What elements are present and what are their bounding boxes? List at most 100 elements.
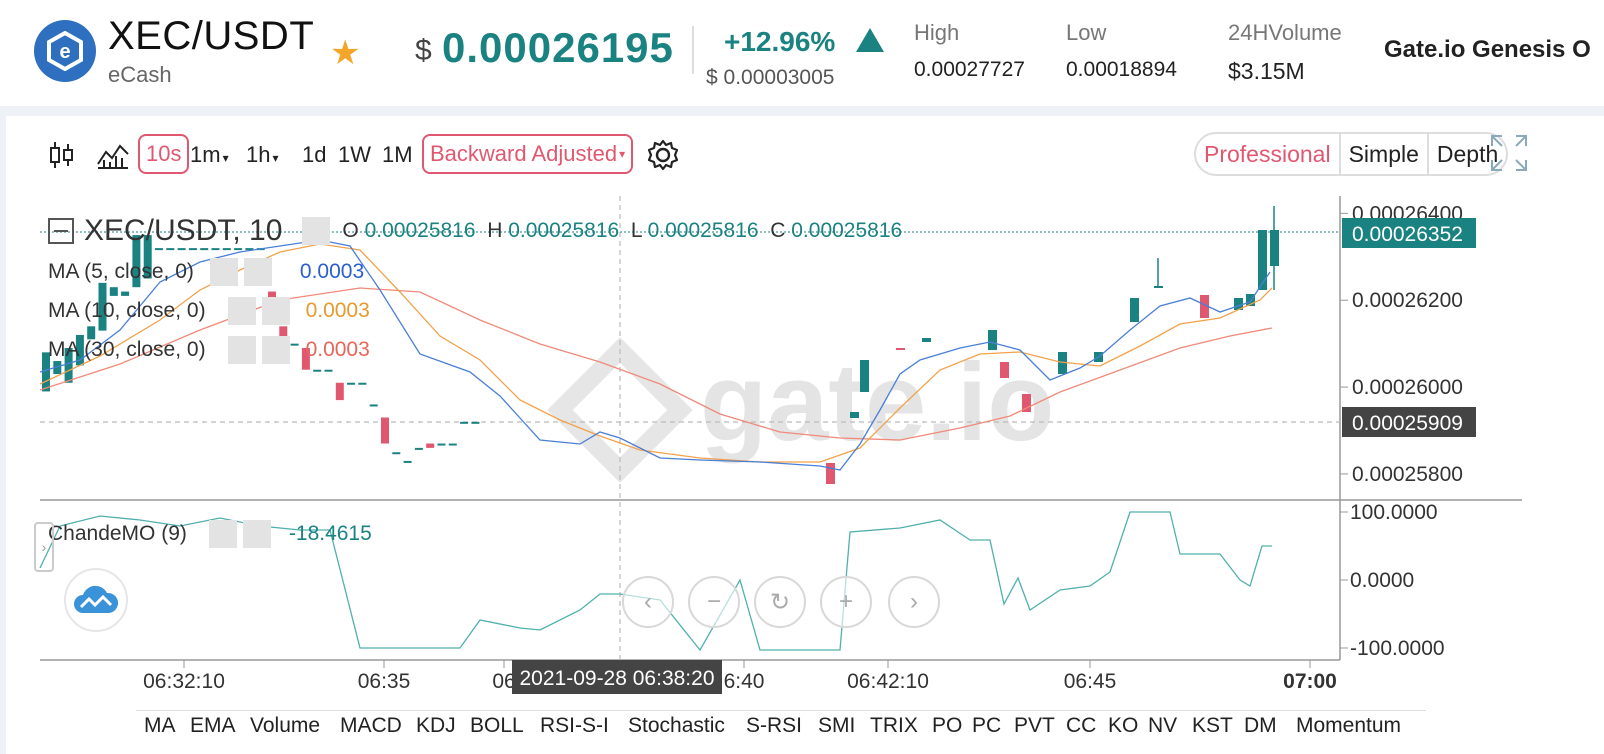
ohlc-h-value: 0.00025816 (508, 219, 620, 242)
ma5-label: MA (5, close, 0) (48, 260, 194, 283)
candle (460, 421, 469, 424)
scroll-left-icon[interactable]: ‹ (622, 576, 674, 628)
zoom-in-icon[interactable]: + (820, 576, 872, 628)
change-percent: +12.96% (724, 26, 836, 57)
candle (64, 348, 73, 383)
ma10-close-icon[interactable] (261, 297, 290, 325)
candle (75, 334, 84, 366)
candle (860, 360, 869, 392)
candle (177, 248, 186, 251)
cmo-tick-label: 100.0000 (1350, 501, 1438, 524)
ohlc-c-value: 0.00025816 (791, 219, 903, 242)
collapse-legend-icon[interactable] (48, 218, 74, 244)
settings-gear-icon[interactable] (646, 138, 680, 176)
indicator-tab-rsi-s-i[interactable]: RSI-S-I (540, 714, 609, 737)
indicator-tab-nv[interactable]: NV (1148, 714, 1178, 737)
indicator-tab-pvt[interactable]: PVT (1014, 714, 1055, 737)
candle (222, 248, 231, 251)
candle (301, 348, 310, 370)
candle (211, 248, 220, 251)
candle (850, 412, 859, 418)
view-professional[interactable]: Professional (1204, 140, 1331, 167)
interval-1m-label: 1m (190, 142, 221, 167)
indicator-tab-kdj[interactable]: KDJ (416, 714, 456, 737)
ma30-settings-icon[interactable] (227, 336, 256, 364)
candle (358, 382, 367, 385)
candle (188, 248, 197, 251)
legend-ma10-row: MA (10, close, 0) 0.0003 (48, 297, 370, 325)
ma30-line (39, 287, 1273, 441)
candle (324, 369, 333, 372)
interval-1d[interactable]: 1d (302, 142, 327, 167)
indicator-tab-trix[interactable]: TRIX (870, 714, 918, 737)
price-tick-label: 0.00026000 (1352, 376, 1463, 399)
indicator-tab-ma[interactable]: MA (144, 714, 176, 737)
indicator-tab-po[interactable]: PO (932, 714, 963, 737)
indicator-tab-boll[interactable]: BOLL (470, 714, 524, 737)
candle (1200, 295, 1209, 318)
indicator-tab-s-rsi[interactable]: S-RSI (746, 714, 803, 737)
indicator-tab-pc[interactable]: PC (972, 714, 1002, 737)
fullscreen-icon[interactable] (1490, 134, 1528, 176)
cmo-close-icon[interactable] (242, 520, 271, 548)
indicator-tab-stochastic[interactable]: Stochastic (628, 714, 725, 737)
ohlc-h-label: H (487, 219, 503, 242)
candle (1234, 298, 1243, 310)
candle (448, 443, 457, 446)
candle (53, 361, 62, 375)
scroll-right-icon[interactable]: › (888, 576, 940, 628)
zoom-out-icon[interactable]: − (688, 576, 740, 628)
favorite-star-icon[interactable]: ★ (330, 34, 361, 72)
indicator-tab-macd[interactable]: MACD (340, 714, 402, 737)
interval-1w[interactable]: 1W (338, 142, 371, 167)
low-label: Low (1066, 20, 1107, 45)
ecash-logo-icon: e (34, 20, 96, 82)
candle (988, 330, 997, 350)
indicator-tab-volume[interactable]: Volume (250, 714, 321, 737)
price-tick-label: 0.00025800 (1352, 463, 1463, 486)
indicator-tab-momentum[interactable]: Momentum (1296, 714, 1402, 737)
candlestick-type-icon[interactable] (48, 140, 76, 174)
candle (896, 348, 905, 350)
coin-name: eCash (108, 62, 172, 87)
indicator-tab-ko[interactable]: KO (1108, 714, 1139, 737)
ticker-bar: e XEC/USDT eCash ★ $ 0.00026195 +12.96% … (0, 0, 1604, 106)
indicator-tab-dm[interactable]: DM (1244, 714, 1277, 737)
candle (1258, 230, 1267, 290)
ma5-settings-icon[interactable] (209, 258, 238, 286)
candle (414, 447, 423, 450)
ma30-close-icon[interactable] (261, 336, 290, 364)
exchange-label[interactable]: Gate.io Genesis O (1384, 36, 1591, 63)
indicator-tab-ema[interactable]: EMA (190, 714, 236, 737)
legend-ohlc: O 0.00025816 H 0.00025816 L 0.00025816 C… (342, 219, 902, 243)
indicator-icon[interactable] (96, 140, 130, 174)
indicator-tab-kst[interactable]: KST (1192, 714, 1233, 737)
interval-10s[interactable]: 10s (138, 134, 190, 174)
legend-ma30-row: MA (30, close, 0) 0.0003 (48, 336, 370, 364)
sidebar-expand-icon[interactable]: › (34, 522, 54, 572)
ma10-value: 0.0003 (305, 299, 370, 322)
interval-1m[interactable]: 1m ▾ (190, 144, 229, 166)
interval-1M[interactable]: 1M (382, 142, 413, 167)
ma10-settings-icon[interactable] (227, 297, 256, 325)
interval-1h[interactable]: 1h ▾ (246, 144, 279, 166)
view-depth[interactable]: Depth (1426, 134, 1506, 174)
indicator-tabs-divider (136, 710, 1426, 711)
candle (426, 443, 435, 448)
reset-icon[interactable]: ↻ (754, 576, 806, 628)
svg-text:e: e (59, 41, 70, 63)
candle (347, 382, 356, 385)
indicator-tab-smi[interactable]: SMI (818, 714, 856, 737)
view-simple[interactable]: Simple (1338, 134, 1427, 174)
price-adjust-select[interactable]: Backward Adjusted ▾ (422, 134, 634, 174)
candle (471, 421, 480, 424)
cmo-tick-label: -100.0000 (1350, 637, 1445, 660)
time-tick-label: 6:40 (724, 670, 765, 693)
cmo-settings-icon[interactable] (208, 520, 237, 548)
cloud-sync-icon[interactable] (64, 568, 128, 632)
legend-settings-icon[interactable] (302, 217, 331, 245)
indicator-tab-cc[interactable]: CC (1066, 714, 1097, 737)
candle (200, 248, 209, 251)
ma5-close-icon[interactable] (243, 258, 272, 286)
